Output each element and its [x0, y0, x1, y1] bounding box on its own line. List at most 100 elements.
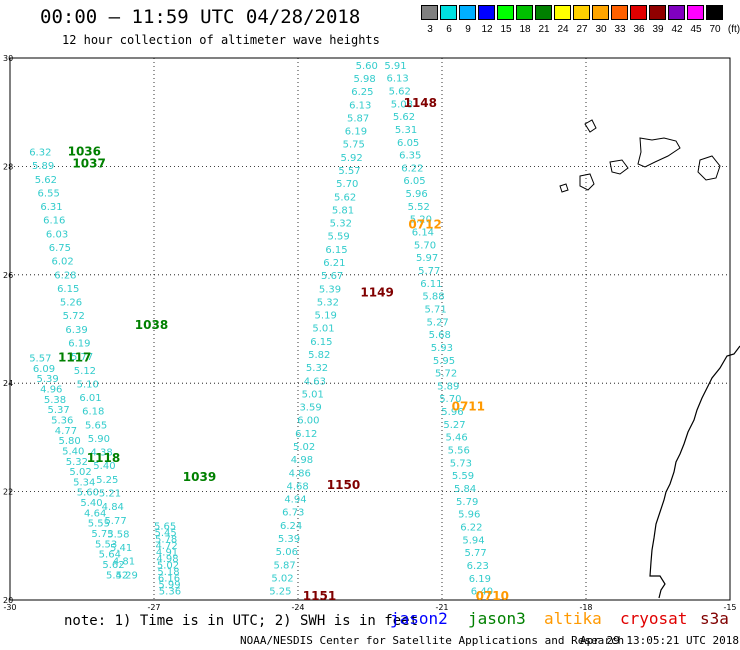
legend-label: 24	[557, 24, 569, 35]
wave-height-value: 6.05	[403, 176, 425, 187]
wave-height-value: 5.57	[29, 354, 51, 365]
wave-height-value: 6.24	[280, 521, 302, 532]
wave-height-value: 5.68	[429, 330, 451, 341]
legend-label: 33	[614, 24, 626, 35]
wave-height-value: 4.98	[156, 554, 178, 565]
wave-height-value: 5.70	[439, 394, 461, 405]
wave-height-value: 6.11	[420, 279, 442, 290]
legend-label: 30	[595, 24, 607, 35]
lat-tick-label: 20	[3, 596, 13, 605]
wave-height-value: 5.98	[353, 74, 375, 85]
canary-island-2	[697, 155, 721, 181]
wave-height-value: 5.34	[73, 477, 95, 488]
wave-height-value: 6.00	[297, 416, 319, 427]
wave-height-value: 4.72	[155, 541, 177, 552]
legend-swatch	[497, 5, 514, 20]
wave-height-value: 6.14	[412, 228, 434, 239]
satellite-label: altika	[544, 609, 602, 628]
legend-label: 12	[481, 24, 493, 35]
timestamp: Apr 29 13:05:21 UTC 2018	[580, 634, 739, 647]
wave-height-value: 5.40	[93, 461, 115, 472]
wave-height-value: 6.55	[38, 188, 60, 199]
legend-label: 36	[633, 24, 645, 35]
pass-time-label: 0712	[408, 218, 441, 232]
wave-height-value: 5.77	[464, 548, 486, 559]
wave-height-value: 6.40	[471, 587, 493, 598]
wave-height-value: 5.27	[427, 317, 449, 328]
canary-island-4	[579, 173, 595, 191]
wave-height-value: 5.91	[384, 61, 406, 72]
wave-height-value: 6.16	[43, 216, 65, 227]
wave-height-value: 5.39	[278, 534, 300, 545]
wave-height-value: 5.75	[343, 140, 365, 151]
satellite-label: s3a	[700, 609, 729, 628]
wave-height-value: 5.59	[452, 471, 474, 482]
wave-height-value: 5.93	[431, 343, 453, 354]
legend-label: 27	[576, 24, 588, 35]
legend-swatch	[535, 5, 552, 20]
legend-label: 45	[690, 24, 702, 35]
legend-swatch	[592, 5, 609, 20]
wave-height-value: 5.72	[63, 311, 85, 322]
legend-swatch	[516, 5, 533, 20]
pass-time-label: 1036	[68, 145, 101, 159]
wave-height-value: 6.15	[310, 337, 332, 348]
wave-height-value: 5.56	[448, 446, 470, 457]
wave-height-value: 3.59	[299, 403, 321, 414]
wave-height-value: 5.12	[74, 366, 96, 377]
wave-height-value: 5.62	[389, 86, 411, 97]
wave-height-value: 5.52	[408, 202, 430, 213]
canary-island-3	[609, 159, 629, 175]
wave-height-value: 5.38	[44, 395, 66, 406]
legend-label: 3	[427, 24, 433, 35]
wave-height-value: 6.01	[79, 393, 101, 404]
legend-label: 70	[709, 24, 721, 35]
wave-height-value: 6.25	[351, 87, 373, 98]
wave-height-value: 5.19	[315, 311, 337, 322]
wave-height-value: 5.08	[391, 99, 413, 110]
wave-height-value: 5.20	[410, 215, 432, 226]
wave-height-value: 5.84	[454, 484, 476, 495]
wave-height-value: 6.32	[29, 148, 51, 159]
coastline	[559, 119, 740, 599]
wave-height-value: 5.37	[47, 405, 69, 416]
wave-height-value: 5.77	[71, 352, 93, 363]
satellite-label: cryosat	[620, 609, 688, 628]
wave-height-value: 6.18	[82, 407, 104, 418]
legend-swatch	[706, 5, 723, 20]
pass-time-label: 1117	[58, 351, 91, 365]
wave-height-value: 4.77	[55, 426, 77, 437]
wave-height-value: 5.96	[405, 189, 427, 200]
wave-height-value: 6.13	[349, 100, 371, 111]
wave-height-value: 5.36	[51, 415, 73, 426]
wave-height-value: 5.62	[393, 112, 415, 123]
lat-tick-label: 30	[3, 54, 13, 63]
wave-height-value: 5.62	[102, 560, 124, 571]
wave-height-value: 5.40	[80, 498, 102, 509]
wave-height-value: 5.60	[356, 61, 378, 72]
wave-height-value: 5.70	[336, 179, 358, 190]
wave-height-value: 5.87	[274, 560, 296, 571]
wave-height-value: 5.67	[321, 271, 343, 282]
wave-height-value: 5.79	[456, 497, 478, 508]
wave-height-value: 5.06	[276, 547, 298, 558]
altimeter-tracks: 6.32 5.89 5.62 6.55 6.31 6.16 6.03 6.75 6.02 6.28…	[29, 61, 493, 598]
map-title: 00:00 – 11:59 UTC 04/28/2018	[40, 6, 361, 28]
wave-height-value: 6.13	[387, 74, 409, 85]
wave-height-value: 5.29	[116, 570, 138, 581]
wave-height-value: 5.80	[58, 436, 80, 447]
wave-height-value: 5.02	[293, 442, 315, 453]
wave-height-value: 6.22	[460, 522, 482, 533]
wave-height-value: 4.96	[40, 384, 62, 395]
lon-tick-label: -21	[435, 603, 448, 612]
pass-time-label: 1039	[183, 470, 216, 484]
wave-height-value: 4.38	[91, 448, 113, 459]
wave-height-value: 5.40	[62, 446, 84, 457]
wave-height-value: 5.88	[422, 292, 444, 303]
wave-height-value: 4.64	[84, 508, 106, 519]
wave-height-value: 5.99	[158, 580, 180, 591]
wave-height-value: 5.96	[458, 510, 480, 521]
legend-label: 42	[671, 24, 683, 35]
wave-height-value: 5.31	[395, 125, 417, 136]
